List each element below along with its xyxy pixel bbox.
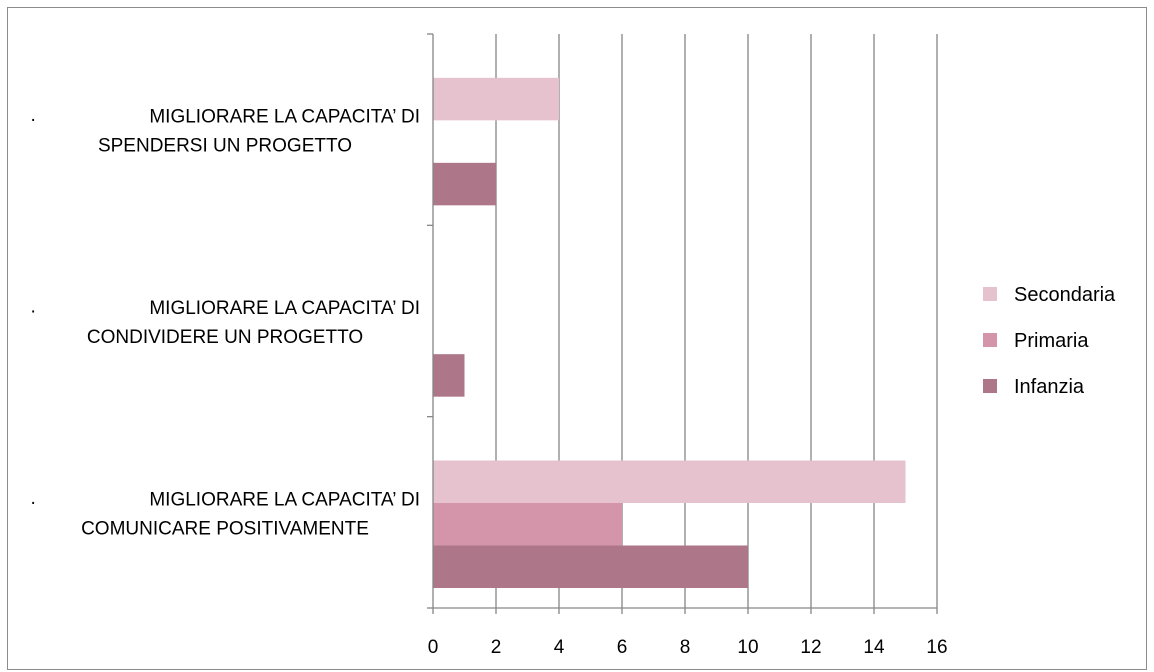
x-tick-label: 14 — [863, 637, 885, 658]
x-tick-label: 6 — [617, 637, 628, 658]
legend: Secondaria Primaria Infanzia — [983, 284, 1116, 398]
category-label-line2: CONDIVIDERE UN PROGETTO — [87, 327, 363, 348]
category-label-line1: MIGLIORARE LA CAPACITA’ DI — [149, 489, 420, 510]
bar-infanzia-3 — [433, 545, 748, 588]
x-tick-label: 4 — [554, 637, 565, 658]
bars — [433, 77, 906, 588]
x-tick-label: 0 — [428, 637, 439, 658]
x-tick-label: 2 — [491, 637, 502, 658]
bar-infanzia-2 — [433, 354, 465, 397]
category-bullet: · — [30, 110, 36, 131]
x-tick-label: 12 — [800, 637, 821, 658]
legend-label-primaria: Primaria — [1014, 330, 1089, 352]
bar-secondaria-1 — [433, 77, 559, 121]
bar-secondaria-3 — [433, 460, 906, 503]
legend-swatch-infanzia — [983, 379, 997, 393]
category-label-line1: MIGLIORARE LA CAPACITA’ DI — [149, 298, 420, 319]
category-bullet: · — [30, 492, 36, 513]
legend-swatch-primaria — [983, 333, 997, 347]
x-tick-label: 10 — [737, 637, 758, 658]
category-label-line1: MIGLIORARE LA CAPACITA’ DI — [149, 107, 420, 128]
legend-swatch-secondaria — [983, 287, 997, 301]
legend-label-infanzia: Infanzia — [1014, 376, 1085, 398]
x-tick-label: 8 — [680, 637, 691, 658]
legend-label-secondaria: Secondaria — [1014, 284, 1116, 306]
bar-infanzia-1 — [433, 162, 496, 206]
axes: 0 2 4 6 8 10 12 14 16 — [427, 33, 948, 658]
bar-primaria-3 — [433, 503, 622, 546]
x-tick-label: 16 — [926, 637, 947, 658]
category-label-line2: COMUNICARE POSITIVAMENTE — [81, 518, 369, 539]
category-labels: · MIGLIORARE LA CAPACITA’ DI SPENDERSI UN … — [30, 107, 420, 540]
category-label-line2: SPENDERSI UN PROGETTO — [98, 136, 352, 157]
category-bullet: · — [30, 301, 36, 322]
